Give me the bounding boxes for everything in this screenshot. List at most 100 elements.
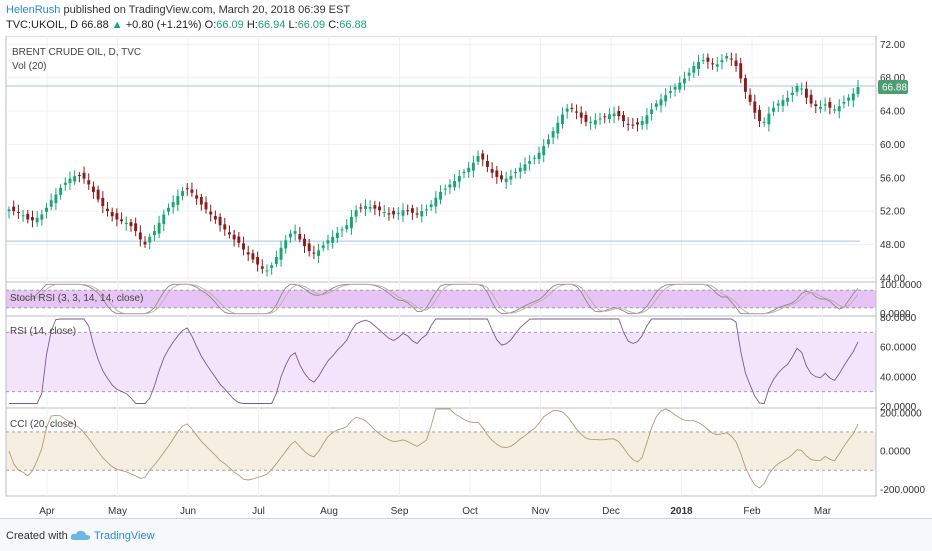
candle — [457, 169, 461, 189]
candle — [396, 207, 400, 220]
candle-body — [298, 234, 302, 240]
candlestick-series — [7, 52, 860, 277]
candle — [87, 173, 91, 190]
candle — [312, 245, 316, 259]
candle-body — [570, 107, 574, 109]
candle-body — [650, 109, 654, 115]
candle — [190, 182, 194, 197]
candle — [509, 169, 513, 185]
candle-body — [181, 191, 185, 196]
candle — [743, 74, 747, 99]
y-axis-ticks: 72.00 68.00 64.00 60.00 56.00 52.00 48.00 44.00… — [880, 40, 925, 496]
candle — [73, 170, 77, 185]
vertical-gridlines — [46, 36, 823, 496]
x-tick-label: May — [108, 506, 127, 517]
candle — [298, 227, 302, 243]
candle — [368, 200, 372, 213]
candle-body — [190, 189, 194, 193]
candle — [59, 184, 63, 200]
candle-body — [63, 182, 67, 185]
candle-body — [729, 58, 733, 60]
x-tick-label: Oct — [462, 506, 478, 517]
x-tick-label: Mar — [814, 506, 832, 517]
candle — [692, 61, 696, 79]
candle-body — [833, 109, 837, 111]
candle-body — [622, 115, 625, 122]
candle — [138, 225, 142, 247]
candle-body — [692, 66, 696, 73]
candle-body — [640, 121, 644, 125]
candle-body — [293, 231, 297, 234]
candle — [26, 209, 30, 224]
candle-body — [823, 104, 827, 106]
candle — [429, 200, 433, 211]
candle — [809, 89, 813, 108]
candle — [753, 94, 757, 120]
candle — [54, 187, 58, 211]
candle — [772, 101, 776, 116]
candle-body — [711, 63, 715, 65]
candle — [185, 183, 189, 196]
candle-body — [228, 232, 231, 235]
candle-body — [687, 72, 691, 76]
candle — [246, 245, 250, 262]
candle — [152, 224, 156, 241]
low-value: 66.09 — [297, 19, 326, 31]
candle-body — [593, 120, 597, 125]
candle-body — [110, 211, 114, 217]
author-link[interactable]: HelenRush — [6, 4, 61, 16]
candle-body — [138, 232, 142, 240]
candle-body — [12, 206, 16, 212]
candle — [157, 215, 161, 239]
indicator-series — [6, 283, 876, 489]
price-pane[interactable] — [5, 36, 877, 283]
high-label: H: — [246, 19, 258, 31]
candle-body — [453, 181, 457, 188]
candle — [167, 203, 170, 216]
candle — [420, 204, 424, 223]
candle-body — [734, 60, 738, 67]
candle — [640, 116, 644, 130]
candle — [556, 116, 560, 140]
candle-body — [626, 123, 630, 125]
candle — [129, 218, 133, 232]
candle — [134, 217, 138, 237]
candle-body — [579, 112, 583, 118]
chart-area[interactable]: 72.00 68.00 64.00 60.00 56.00 52.00 48.00 44.00… — [0, 36, 932, 518]
candle-body — [743, 78, 747, 92]
candle-body — [748, 94, 752, 102]
candle-body — [481, 153, 485, 160]
candle — [303, 234, 306, 254]
candle-body — [612, 113, 616, 117]
candle-body — [162, 214, 166, 225]
candle-body — [485, 161, 489, 167]
rsi-tick-label: 40.0000 — [880, 372, 917, 383]
candle — [223, 217, 227, 236]
last-price: 66.88 — [81, 19, 109, 31]
candle-body — [54, 194, 58, 204]
candle — [96, 185, 100, 203]
candle-body — [786, 97, 790, 102]
tradingview-brand-link[interactable]: TradingView — [94, 530, 155, 542]
candle — [720, 54, 724, 70]
candle-body — [45, 207, 48, 212]
candle-body — [340, 229, 344, 231]
candle — [171, 195, 175, 214]
candle — [12, 200, 16, 216]
open-label: O: — [204, 19, 217, 31]
candle — [842, 95, 846, 109]
candle — [504, 171, 508, 189]
candle — [617, 105, 621, 121]
candle — [706, 53, 710, 69]
candle-body — [790, 92, 794, 96]
candle-body — [471, 162, 475, 171]
candle-body — [659, 99, 663, 106]
candle — [425, 204, 428, 217]
candle-body — [204, 202, 208, 210]
candle-body — [767, 113, 771, 125]
candle-body — [434, 197, 438, 207]
candle — [523, 157, 527, 174]
x-tick-label: 2018 — [670, 506, 693, 517]
candle-body — [514, 171, 518, 174]
candle — [293, 224, 297, 241]
